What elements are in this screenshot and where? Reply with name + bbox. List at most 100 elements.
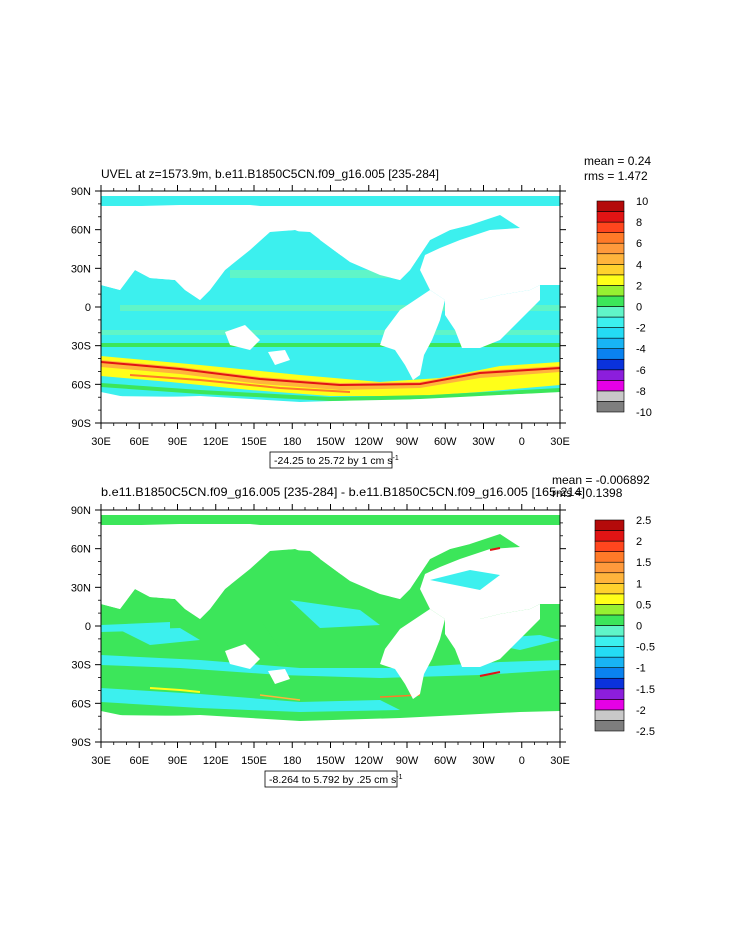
y-tick-label: 30S	[71, 660, 91, 672]
colorbar-label: -8	[636, 386, 646, 398]
colorbar-box	[594, 561, 625, 574]
zonal-bands	[101, 270, 560, 347]
panel2-title: b.e11.B1850C5CN.f09_g16.005 [235-284] - …	[101, 485, 585, 499]
colorbar-box	[594, 720, 625, 732]
y-tick-label: 60S	[71, 379, 91, 391]
colorbar-box	[594, 604, 625, 616]
colorbar-box	[596, 211, 625, 223]
colorbar-box	[596, 263, 625, 276]
colorbar-box	[596, 242, 625, 255]
colorbar-box	[596, 232, 625, 244]
panel2-rms: rms = 0.1398	[552, 486, 623, 500]
colorbar-box	[594, 699, 625, 711]
colorbar-box	[596, 285, 625, 297]
x-tick-label: 30W	[472, 436, 495, 448]
land	[101, 191, 560, 423]
panel2-range-label: -8.264 to 5.792 by .25 cm s-1	[269, 774, 403, 786]
colorbar-box	[594, 656, 625, 669]
x-tick-label: 60W	[434, 436, 457, 448]
colorbar-box	[596, 390, 625, 402]
colorbar-box	[596, 295, 625, 307]
y-tick-label: 30N	[71, 263, 91, 275]
x-tick-label: 120E	[203, 436, 229, 448]
panel2-field	[101, 510, 560, 742]
panel1-range-box	[269, 451, 393, 469]
panel2-range-box	[264, 770, 398, 788]
y-tick-label: 30S	[71, 341, 91, 353]
x-tick-label: 120W	[354, 436, 383, 448]
colorbar-label: -2	[636, 705, 646, 717]
colorbar-label: -10	[636, 407, 652, 419]
x-tick-label: 150E	[241, 755, 267, 767]
colorbar-label: -6	[636, 365, 646, 377]
colorbar-box	[594, 614, 625, 626]
panel2-y-ticks: 90N 60N 30N 0 30S 60S 90S	[71, 505, 566, 749]
colorbar-box	[596, 200, 625, 212]
colorbar-label: -1	[636, 663, 646, 675]
x-tick-label: 90W	[396, 755, 419, 767]
colorbar-box	[596, 253, 625, 265]
colorbar-label: 10	[636, 196, 648, 208]
colorbar-box	[596, 358, 625, 371]
panel2-mean: mean = -0.006892	[552, 473, 650, 487]
panel1-y-ticks: 90N 60N 30N 0 30S 60S 90S	[71, 186, 566, 430]
x-tick-label: 0	[519, 436, 525, 448]
colorbar-box	[594, 635, 625, 647]
x-tick-label: 30E	[550, 755, 570, 767]
x-tick-label: 180	[283, 436, 301, 448]
panel2-x-ticks: 30E 60E 90E 120E 150E 180 150W 120W 90W 60W 30W 0 30…	[91, 504, 570, 767]
colorbar-box	[596, 316, 625, 328]
x-tick-label: 90E	[168, 436, 188, 448]
southern-ocean-jet	[101, 356, 560, 402]
colorbar-box	[596, 401, 625, 413]
colorbar-box	[596, 380, 625, 392]
panel2-colorbar: 2.5 2 1.5 1 0.5 0 -0.5 -1 -1.5 -2 -2.5	[594, 515, 655, 738]
colorbar-label: 1.5	[636, 557, 651, 569]
difference-patches	[101, 570, 560, 712]
colorbar-box	[594, 625, 625, 637]
colorbar-label: 2	[636, 536, 642, 548]
colorbar-box	[594, 688, 625, 700]
colorbar-label: 0	[636, 302, 642, 314]
colorbar-box	[594, 593, 625, 605]
x-tick-label: 60E	[129, 436, 149, 448]
colorbar-label: 2	[636, 280, 642, 292]
x-tick-label: 30E	[91, 436, 111, 448]
colorbar-box	[596, 274, 625, 286]
colorbar-box	[594, 519, 625, 531]
land	[101, 510, 560, 742]
colorbar-box	[594, 551, 625, 563]
y-tick-label: 0	[85, 621, 91, 633]
y-tick-label: 90S	[71, 737, 91, 749]
colorbar-box	[594, 646, 625, 658]
colorbar-label: 1	[636, 578, 642, 590]
x-tick-label: 150E	[241, 436, 267, 448]
y-tick-label: 60S	[71, 698, 91, 710]
x-tick-label: 180	[283, 755, 301, 767]
colorbar-box	[596, 369, 625, 381]
colorbar-label: 6	[636, 238, 642, 250]
colorbar-label: 2.5	[636, 515, 651, 527]
x-tick-label: 120E	[203, 755, 229, 767]
x-tick-label: 90W	[396, 436, 419, 448]
colorbar-box	[594, 677, 625, 690]
panel1-title: UVEL at z=1573.9m, b.e11.B1850C5CN.f09_g…	[101, 167, 439, 181]
y-tick-label: 60N	[71, 544, 91, 556]
panel1-range-label: -24.25 to 25.72 by 1 cm s-1	[274, 455, 399, 467]
x-tick-label: 30W	[472, 755, 495, 767]
panel1-mean: mean = 0.24	[584, 154, 651, 168]
colorbar-label: 8	[636, 217, 642, 229]
colorbar-label: -2.5	[636, 726, 655, 738]
x-tick-label: 90E	[168, 755, 188, 767]
panel1-x-ticks: 30E 60E 90E 120E 150E 180 150W 120W 90W 60W 30W 0 30…	[91, 185, 570, 448]
colorbar-box	[594, 667, 625, 679]
colorbar-label: -1.5	[636, 684, 655, 696]
colorbar-label: -0.5	[636, 642, 655, 654]
colorbar-label: -4	[636, 344, 646, 356]
y-tick-label: 90N	[71, 505, 91, 517]
panel1-rms: rms = 1.472	[584, 169, 648, 183]
y-tick-label: 30N	[71, 582, 91, 594]
panel1-field	[101, 191, 560, 423]
x-tick-label: 30E	[550, 436, 570, 448]
